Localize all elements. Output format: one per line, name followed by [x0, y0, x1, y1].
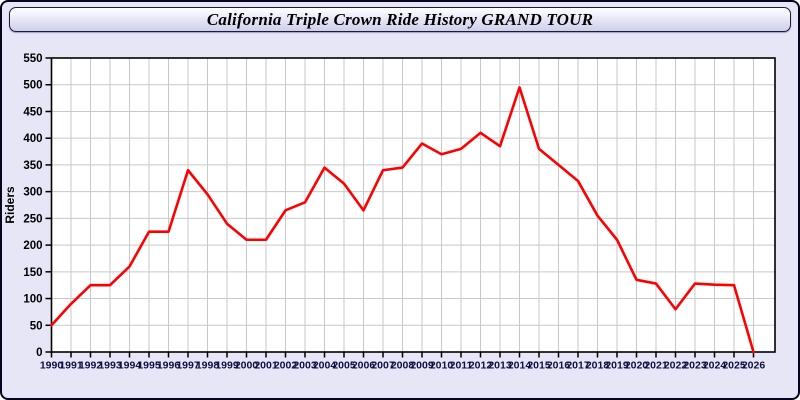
- gridlines: [51, 58, 775, 352]
- x-axis-tick-label: 1993: [98, 360, 122, 372]
- x-axis-tick-label: 2018: [586, 360, 610, 372]
- y-axis-tick-label: 200: [23, 240, 42, 252]
- y-axis-tick-label: 450: [23, 106, 42, 118]
- x-axis-tick-label: 2008: [391, 360, 415, 372]
- y-axis-tick-label: 250: [23, 213, 42, 225]
- x-axis-tick-label: 2014: [508, 360, 532, 372]
- y-axis-tick-label: 150: [23, 267, 42, 279]
- x-axis-tick-label: 1996: [157, 360, 181, 372]
- x-axis-tick-label: 2005: [332, 360, 356, 372]
- y-axis: 0 50 100 150 200 250 300 350 400 450 500 550: [23, 53, 52, 359]
- x-axis-tick-label: 2012: [469, 360, 493, 372]
- x-axis-tick-label: 2026: [742, 360, 766, 372]
- y-axis-tick-label: 100: [23, 294, 42, 306]
- x-axis-tick-label: 2004: [313, 360, 337, 372]
- x-axis-tick-label: 2001: [254, 360, 278, 372]
- x-axis-tick-label: 1998: [196, 360, 220, 372]
- x-axis-tick-label: 2024: [703, 360, 727, 372]
- chart-title-bar: California Triple Crown Ride History GRA…: [9, 7, 791, 32]
- x-axis-tick-label: 1995: [137, 360, 161, 372]
- x-axis-tick-label: 2025: [722, 360, 746, 372]
- y-axis-tick-label: 350: [23, 160, 42, 172]
- x-axis-tick-label: 2000: [235, 360, 259, 372]
- y-axis-tick-label: 300: [23, 187, 42, 199]
- x-axis-tick-label: 2007: [371, 360, 395, 372]
- x-axis-tick-label: 1999: [215, 360, 239, 372]
- y-axis-tick-label: 50: [30, 320, 43, 332]
- x-axis-tick-label: 2013: [488, 360, 512, 372]
- x-axis-tick-label: 2023: [683, 360, 707, 372]
- y-axis-tick-label: 550: [23, 53, 42, 65]
- y-axis-tick-label: 400: [23, 133, 42, 145]
- y-axis-title: Riders: [3, 186, 17, 224]
- x-axis-tick-label: 2006: [352, 360, 376, 372]
- x-axis-tick-label: 2016: [547, 360, 571, 372]
- x-axis-tick-label: 2019: [605, 360, 629, 372]
- x-axis-tick-label: 1997: [176, 360, 200, 372]
- x-axis-tick-label: 2003: [293, 360, 317, 372]
- x-axis-tick-label: 2015: [527, 360, 551, 372]
- y-axis-title-label: Riders: [3, 186, 17, 224]
- plot-frame: [50, 57, 776, 353]
- x-axis-tick-label: 2002: [274, 360, 298, 372]
- x-axis-tick-label: 1992: [79, 360, 103, 372]
- x-axis-tick-label: 2010: [430, 360, 454, 372]
- x-axis-tick-label: 2021: [644, 360, 668, 372]
- x-axis: 1990199119921993199419951996199719981999…: [40, 352, 766, 372]
- x-axis-tick-label: 1991: [59, 360, 83, 372]
- y-axis-tick-label: 500: [23, 80, 42, 92]
- chart-title: California Triple Crown Ride History GRA…: [206, 9, 594, 29]
- x-axis-tick-label: 2011: [450, 360, 473, 372]
- x-axis-tick-label: 1994: [118, 360, 142, 372]
- y-axis-tick-label: 0: [36, 347, 42, 359]
- x-axis-tick-label: 1990: [40, 360, 64, 372]
- x-axis-tick-label: 2009: [410, 360, 434, 372]
- x-axis-tick-label: 2017: [566, 360, 590, 372]
- plot-background: [51, 58, 775, 352]
- x-axis-tick-label: 2020: [625, 360, 649, 372]
- x-axis-tick-label: 2022: [664, 360, 688, 372]
- riders-data-line: [50, 86, 755, 354]
